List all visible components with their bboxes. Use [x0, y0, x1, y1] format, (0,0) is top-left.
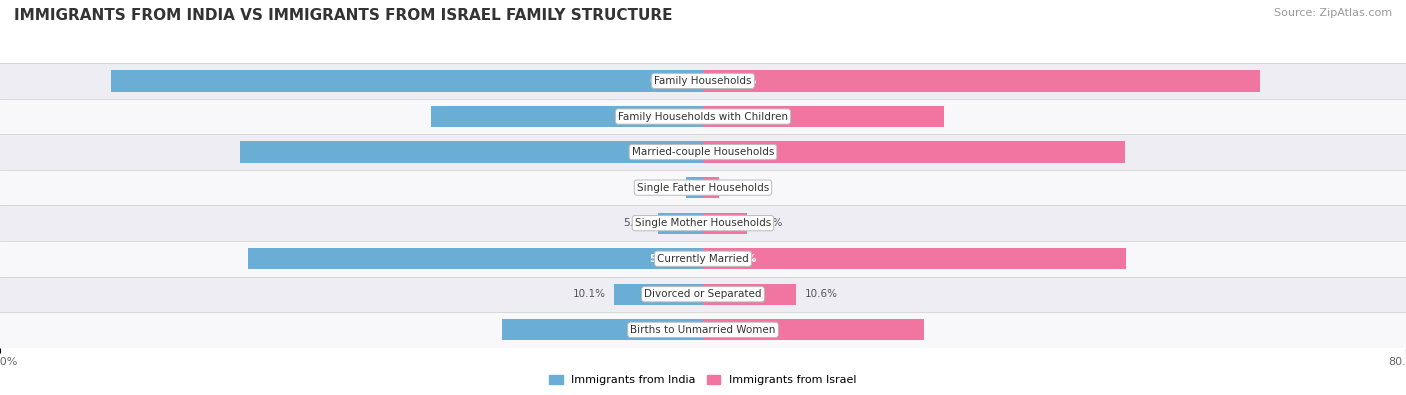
Text: 31.0%: 31.0% — [650, 111, 686, 122]
Bar — [0, 276, 1406, 312]
Bar — [0, 134, 1406, 170]
Text: Currently Married: Currently Married — [657, 254, 749, 264]
Bar — [0, 205, 1406, 241]
Bar — [703, 319, 924, 340]
Bar — [0, 312, 1406, 348]
Bar — [703, 106, 943, 127]
Text: IMMIGRANTS FROM INDIA VS IMMIGRANTS FROM ISRAEL FAMILY STRUCTURE: IMMIGRANTS FROM INDIA VS IMMIGRANTS FROM… — [14, 8, 672, 23]
Bar — [247, 248, 703, 269]
Text: Single Father Households: Single Father Households — [637, 182, 769, 193]
Text: 48.0%: 48.0% — [721, 147, 756, 157]
Bar — [703, 141, 1125, 163]
Text: 27.4%: 27.4% — [721, 111, 756, 122]
Legend: Immigrants from India, Immigrants from Israel: Immigrants from India, Immigrants from I… — [544, 370, 862, 389]
Bar — [703, 177, 718, 198]
Text: 25.1%: 25.1% — [721, 325, 756, 335]
Text: 10.1%: 10.1% — [572, 289, 606, 299]
Text: Births to Unmarried Women: Births to Unmarried Women — [630, 325, 776, 335]
Text: Source: ZipAtlas.com: Source: ZipAtlas.com — [1274, 8, 1392, 18]
Bar — [502, 319, 703, 340]
Bar — [703, 70, 1260, 92]
Bar — [703, 248, 1126, 269]
Bar — [111, 70, 703, 92]
Text: Married-couple Households: Married-couple Households — [631, 147, 775, 157]
Bar — [430, 106, 703, 127]
Text: 1.8%: 1.8% — [728, 182, 754, 193]
Text: 5.0%: 5.0% — [756, 218, 782, 228]
Bar — [240, 141, 703, 163]
Text: Family Households with Children: Family Households with Children — [619, 111, 787, 122]
Bar — [0, 99, 1406, 134]
Text: Divorced or Separated: Divorced or Separated — [644, 289, 762, 299]
Text: 10.6%: 10.6% — [804, 289, 838, 299]
Bar — [614, 284, 703, 305]
Text: 52.7%: 52.7% — [650, 147, 686, 157]
Text: 22.9%: 22.9% — [650, 325, 686, 335]
Text: 1.9%: 1.9% — [651, 182, 678, 193]
Text: 67.4%: 67.4% — [650, 76, 686, 86]
Bar — [703, 213, 747, 234]
Bar — [703, 284, 796, 305]
Text: 5.1%: 5.1% — [623, 218, 650, 228]
Bar — [686, 177, 703, 198]
Bar — [0, 170, 1406, 205]
Text: Single Mother Households: Single Mother Households — [636, 218, 770, 228]
Text: Family Households: Family Households — [654, 76, 752, 86]
Text: 48.1%: 48.1% — [721, 254, 756, 264]
Text: 51.8%: 51.8% — [650, 254, 686, 264]
Bar — [0, 241, 1406, 276]
Bar — [0, 63, 1406, 99]
Text: 63.4%: 63.4% — [721, 76, 756, 86]
Bar — [658, 213, 703, 234]
